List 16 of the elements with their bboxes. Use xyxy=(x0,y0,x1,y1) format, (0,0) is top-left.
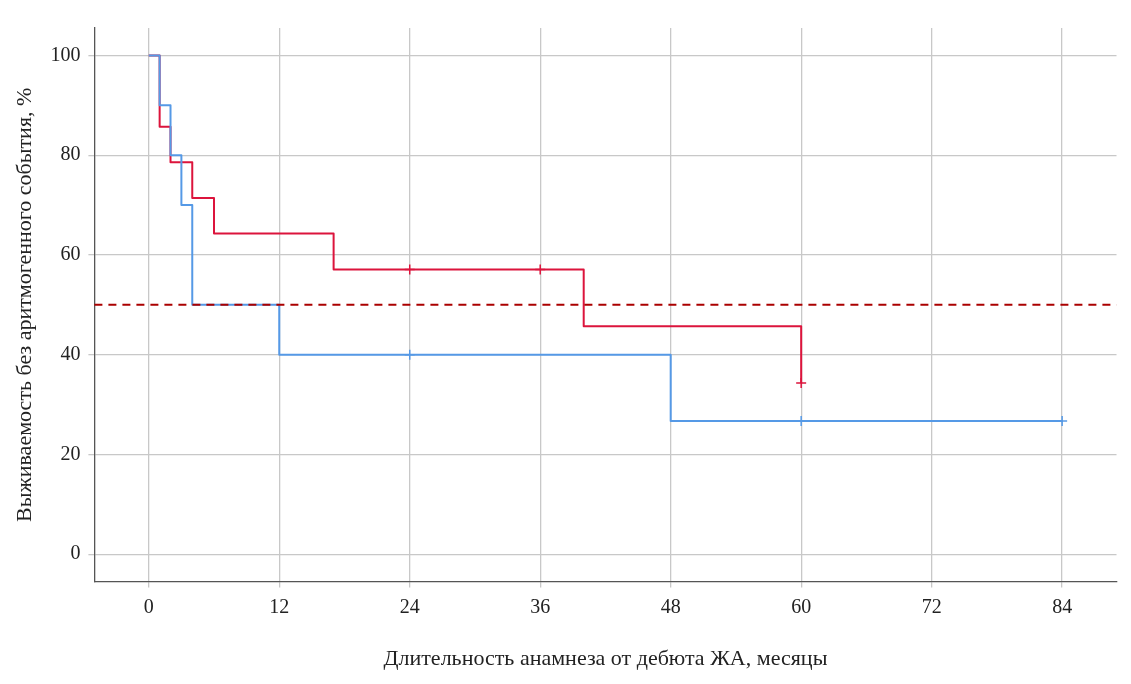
x-tick-label: 12 xyxy=(269,594,290,617)
x-tick-label: 72 xyxy=(921,594,942,617)
y-tick-label: 60 xyxy=(60,242,81,265)
y-axis-title: Выживаемость без аритмогенного события, % xyxy=(10,87,36,522)
x-tick-label: 60 xyxy=(791,594,812,617)
x-tick-label: 24 xyxy=(399,594,420,617)
x-tick-label: 84 xyxy=(1052,594,1073,617)
y-tick-label: 0 xyxy=(70,541,81,564)
y-tick-label: 40 xyxy=(60,341,81,364)
x-tick-label: 36 xyxy=(530,594,551,617)
y-tick-label: 100 xyxy=(50,42,81,65)
x-tick-label: 48 xyxy=(660,594,681,617)
y-tick-label: 20 xyxy=(60,441,81,464)
y-tick-label: 80 xyxy=(60,142,81,165)
x-tick-label: 0 xyxy=(143,594,154,617)
x-axis-title: Длительность анамнеза от дебюта ЖА, месяцы xyxy=(383,644,828,670)
